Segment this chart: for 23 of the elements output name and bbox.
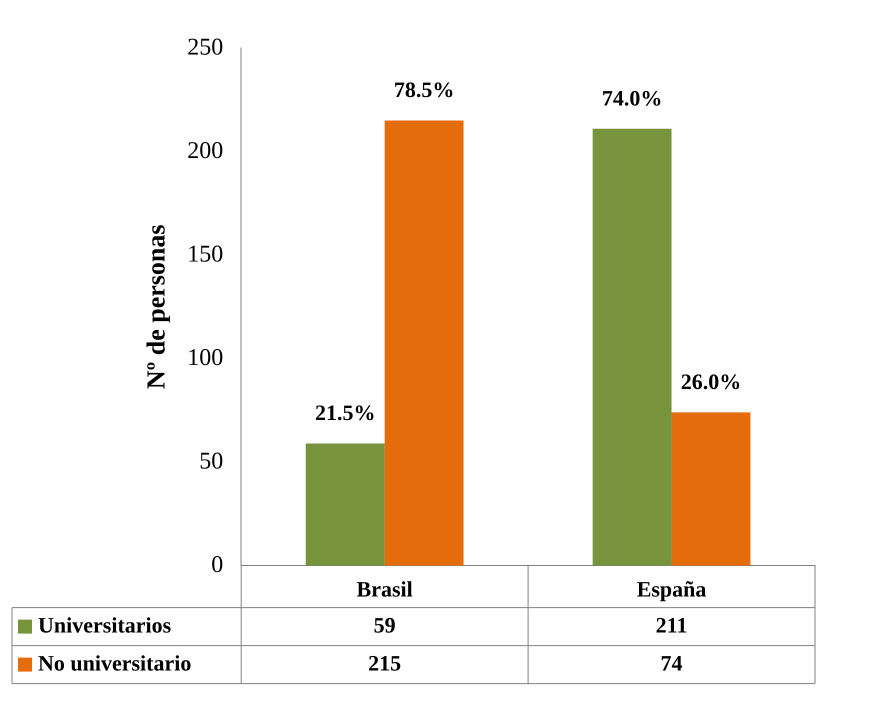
annotation: 21.5% (314, 400, 376, 426)
x-tick-label: España (636, 576, 706, 602)
data-label: 215 (368, 650, 402, 676)
y-tick-label: 200 (187, 138, 224, 164)
y-tick-label: 0 (211, 552, 224, 578)
bar (306, 443, 385, 566)
bar (384, 120, 464, 566)
x-tick-label: Brasil (356, 576, 413, 602)
data-label: 59 (374, 612, 396, 638)
legend-label: Universitarios (38, 612, 172, 638)
legend-label: No universitario (38, 650, 192, 676)
bar (672, 412, 750, 566)
y-axis-title: Nº de personas (141, 224, 170, 390)
y-tick-label: 250 (187, 34, 224, 60)
y-tick-label: 150 (187, 241, 224, 268)
annotation: 74.0% (602, 85, 662, 110)
data-label: 74 (660, 650, 683, 676)
bar (592, 128, 672, 566)
annotation: 26.0% (680, 369, 742, 394)
y-tick-label: 100 (187, 344, 224, 371)
y-tick-label: 50 (199, 448, 224, 474)
data-label: 211 (656, 612, 688, 638)
annotation: 78.5% (394, 77, 454, 102)
